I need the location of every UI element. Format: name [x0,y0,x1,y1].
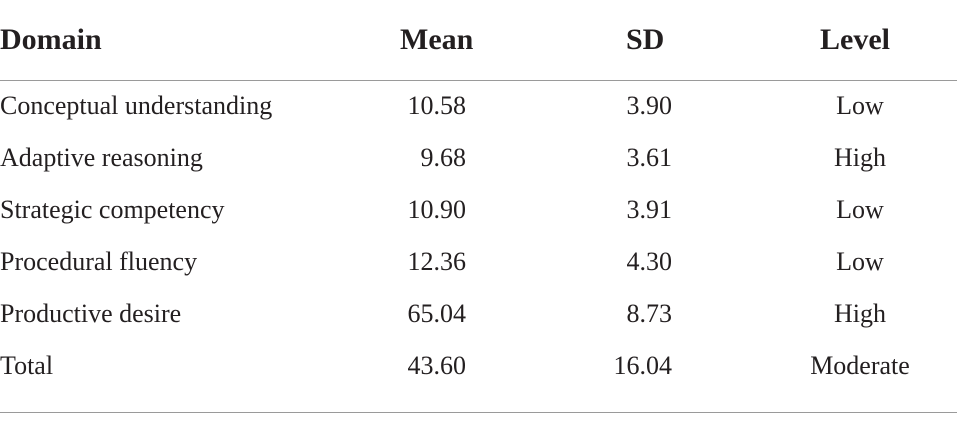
cell-mean: 12.36 [407,247,467,276]
cell-domain: Productive desire [0,299,182,328]
table-row: Total 43.60 16.04 Moderate [0,340,957,392]
cell-mean: 10.90 [407,195,467,224]
header-mean: Mean [400,23,474,56]
cell-level: High [834,299,886,328]
cell-domain: Procedural fluency [0,247,198,276]
cell-sd: 4.30 [626,247,673,276]
header-level: Level [820,23,890,56]
cell-sd: 8.73 [626,299,673,328]
table-row: Adaptive reasoning 9.68 3.61 High [0,132,957,184]
cell-domain: Strategic competency [0,195,225,224]
table-row: Conceptual understanding 10.58 3.90 Low [0,80,957,132]
cell-sd: 3.91 [626,195,673,224]
cell-mean: 65.04 [407,299,467,328]
cell-sd: 3.61 [626,143,673,172]
cell-sd: 16.04 [613,351,673,380]
cell-level: Low [836,91,884,120]
header-sd: SD [626,23,665,56]
table-row: Strategic competency 10.90 3.91 Low [0,184,957,236]
cell-domain: Total [0,351,54,380]
cell-mean: 9.68 [420,143,467,172]
cell-level: Low [836,247,884,276]
cell-level: High [834,143,886,172]
table-row: Procedural fluency 12.36 4.30 Low [0,236,957,288]
cell-sd: 3.90 [626,91,673,120]
cell-domain: Conceptual understanding [0,91,273,120]
cell-domain: Adaptive reasoning [0,143,203,172]
cell-level: Low [836,195,884,224]
cell-level: Moderate [810,351,910,380]
cell-mean: 43.60 [407,351,467,380]
table-row: Productive desire 65.04 8.73 High [0,288,957,340]
header-domain: Domain [0,23,102,56]
header-rule [0,80,957,81]
cell-mean: 10.58 [407,91,467,120]
bottom-rule [0,412,957,413]
